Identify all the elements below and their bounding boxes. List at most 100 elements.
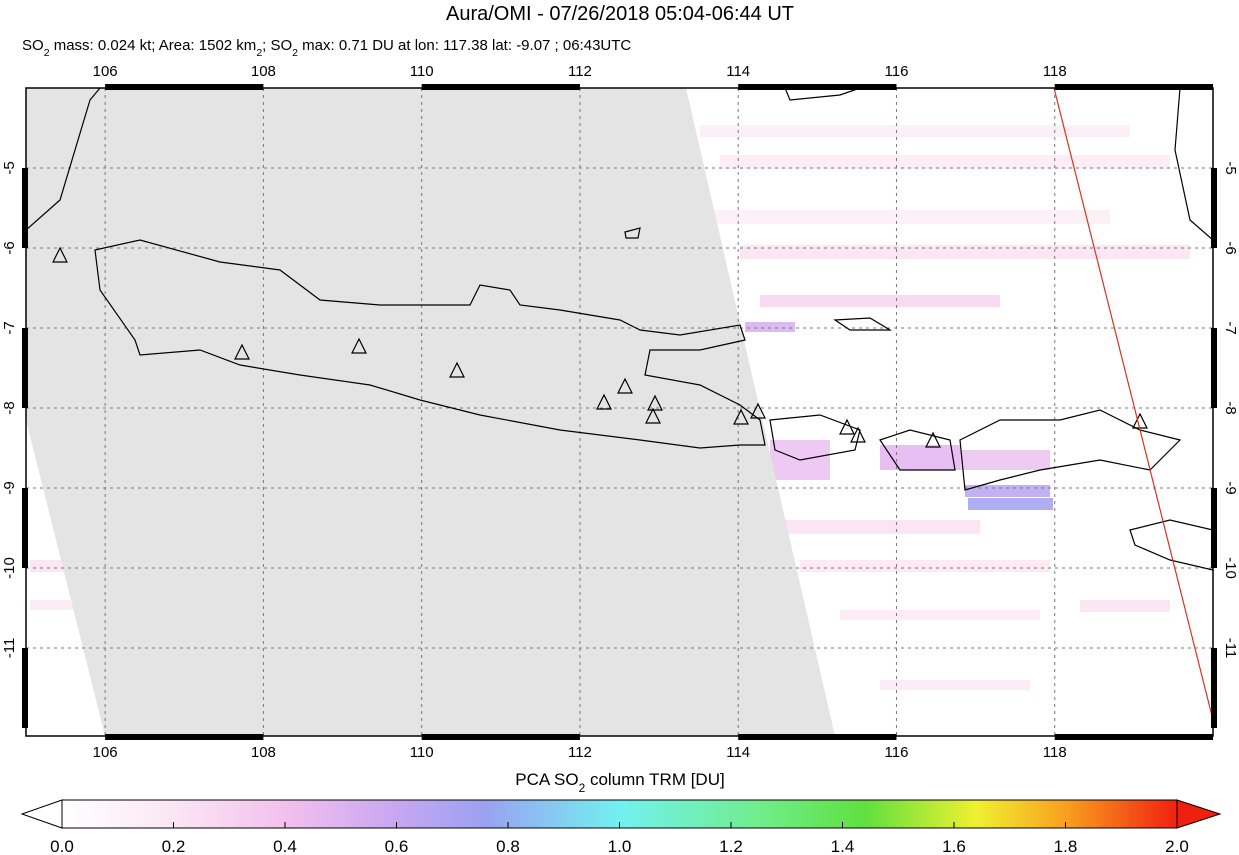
volcano [351,337,367,354]
kalimantan [784,88,861,101]
colorbar-tick-label: 1.2 [719,837,743,855]
sumba [1129,519,1213,571]
x-tick-label: 114 [726,63,750,80]
so2-pixels [30,125,1190,690]
colorbar-tick-label: 2.0 [1165,837,1189,855]
bawean [624,227,641,239]
frame-band [105,734,264,740]
colorbar-label: PCA SO2 column TRM [DU] [515,770,724,795]
y-tick-label: -6 [1222,241,1239,254]
colorbar-tick-label: 1.4 [831,837,855,855]
lombok [879,429,956,471]
sumatra [26,88,101,231]
frame-band [1211,328,1217,408]
volcano [52,246,68,263]
volcano [647,394,663,411]
x-tick-label: 116 [885,63,909,80]
frame-band [1054,84,1213,90]
subscript: 2 [256,47,262,59]
colorbar-tick-label: 0.4 [273,837,297,855]
y-tick-label: -7 [1,321,18,334]
frame-band [1211,648,1217,728]
y-tick-label: -8 [1,401,18,414]
subscript: 2 [292,47,298,59]
frame [25,87,1214,737]
coastlines [26,88,1213,571]
frame-band [1211,488,1217,568]
colorbar-tick-label: 1.0 [608,837,632,855]
no-data-swath [26,88,835,736]
y-tick-label: -9 [1222,481,1239,494]
volcano [839,418,855,435]
frame-band [22,488,28,568]
volcano [596,393,612,410]
frame-band [738,734,897,740]
title: Aura/OMI - 07/26/2018 05:04-06:44 UT [446,3,794,25]
volcanoes [52,246,1148,448]
volcano [645,407,661,424]
volcano [850,426,866,443]
x-tick-label: 108 [251,744,276,761]
kangean [833,317,893,331]
y-tick-label: -10 [1222,557,1239,579]
text-part: PCA SO [515,770,578,789]
java [94,239,766,449]
colorbar-low-arrow [20,799,63,829]
x-tick-label: 110 [410,744,434,761]
sulawesi [1174,88,1213,241]
y-tick-label: -9 [1,481,18,494]
y-tick-label: -6 [1,241,18,254]
y-tick-label: -5 [1222,161,1239,174]
colorbar-tick-label: 0.2 [162,837,186,855]
y-tick-label: -5 [1,161,18,174]
orbit-track [1053,88,1213,721]
colorbar-tick-label: 1.6 [942,837,966,855]
frame-band [1211,168,1217,248]
y-tick-label: -7 [1222,321,1239,334]
grid [26,88,1213,736]
volcano [449,361,465,378]
x-tick-label: 114 [726,744,750,761]
x-tick-label: 106 [93,63,118,80]
volcano [925,431,941,448]
text-part: mass: 0.024 kt; Area: 1502 km [50,37,257,54]
frame-band [105,84,264,90]
colorbar-ticks: 0.0 0.2 0.4 0.6 0.8 1.0 1.2 1.4 1.6 1.8 2.0 [50,822,1189,855]
volcano [750,402,766,419]
text-part: column TRM [DU] [585,770,725,789]
colorbar-tick-label: 0.6 [385,837,409,855]
frame-band [22,648,28,728]
y-tick-label: -11 [1222,638,1239,659]
x-tick-label: 118 [1043,63,1067,80]
frame-band [1054,734,1213,740]
colorbar-high-arrow [1176,799,1222,829]
x-tick-label: 108 [251,63,276,80]
y-tick-label: -11 [1,638,18,659]
bali [769,414,861,461]
x-tick-label: 110 [410,63,434,80]
subscript: 2 [579,781,586,795]
subtitle: SO2 mass: 0.024 kt; Area: 1502 km2; SO2 … [22,37,631,59]
map-area [26,88,1213,736]
frame-band [421,84,580,90]
colorbar-tick-label: 1.8 [1054,837,1078,855]
volcano [733,408,749,425]
volcano [234,343,250,360]
text-part: max: 0.71 DU at lon: 117.38 lat: -9.07 ;… [298,37,631,54]
colorbar-tick-label: 0.0 [50,837,74,855]
colorbar-tick-label: 0.8 [496,837,520,855]
x-tick-label: 116 [885,744,909,761]
axes: 106 106 108 108 110 110 112 112 114 114 116 116 118 1… [1,63,1239,761]
frame-band [738,84,897,90]
x-tick-label: 112 [568,744,592,761]
x-tick-label: 112 [568,63,592,80]
text-part: ; SO [262,37,292,54]
y-tick-label: -8 [1222,401,1239,414]
volcano [617,377,633,394]
frame-band [22,168,28,248]
text-part: SO [22,37,44,54]
frame-band [421,734,580,740]
subscript: 2 [44,47,50,59]
x-tick-label: 106 [93,744,118,761]
